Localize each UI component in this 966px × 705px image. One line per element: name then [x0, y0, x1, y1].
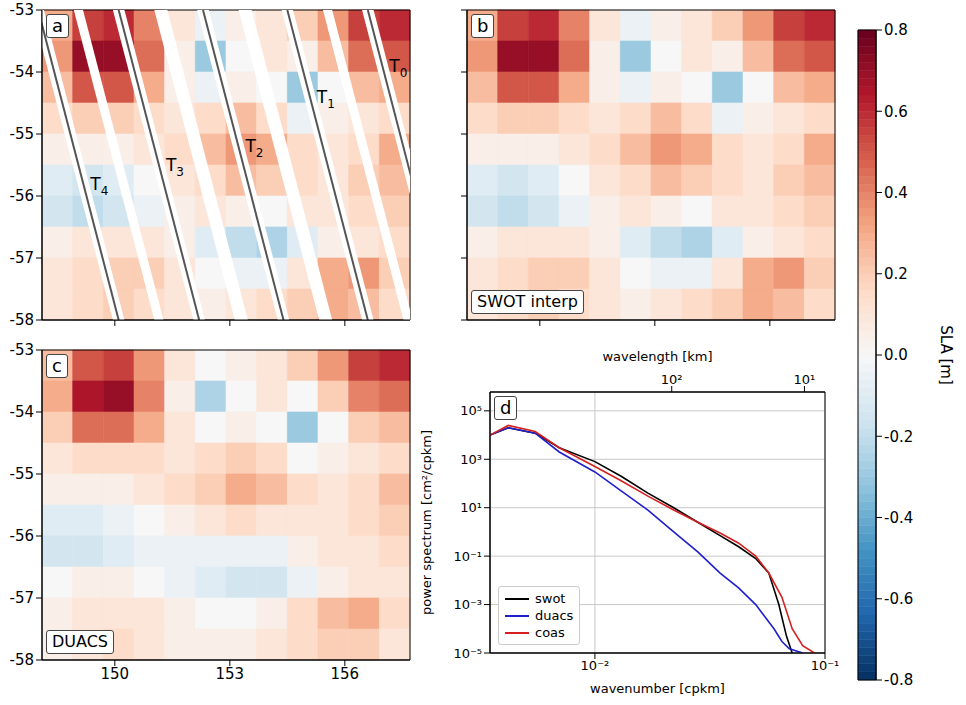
svg-text:-0.2: -0.2: [884, 428, 913, 446]
svg-text:-54: -54: [10, 403, 35, 421]
svg-text:-53: -53: [10, 1, 35, 19]
html-text:swot: swot: [535, 591, 566, 606]
svg-text:-55: -55: [10, 465, 35, 483]
svg-text:153: 153: [216, 665, 245, 683]
svg-text:-58: -58: [10, 311, 35, 329]
svg-text:10¹: 10¹: [460, 500, 482, 515]
svg-text:10⁻⁵: 10⁻⁵: [453, 646, 482, 661]
html-text:b: b: [477, 15, 489, 36]
svg-text:10¹: 10¹: [794, 372, 816, 387]
svg-text:10⁻³: 10⁻³: [453, 597, 482, 612]
svg-text:10⁻²: 10⁻²: [581, 658, 610, 673]
svg-text:-0.8: -0.8: [884, 671, 913, 689]
svg-text:0.2: 0.2: [884, 265, 908, 283]
svg-text:10⁻¹: 10⁻¹: [811, 658, 840, 673]
html-text:duacs: duacs: [535, 608, 574, 623]
svg-text:-56: -56: [10, 187, 35, 205]
svg-text:wavelength [km]: wavelength [km]: [602, 349, 712, 364]
html-text:a: a: [52, 15, 63, 36]
svg-text:0.8: 0.8: [884, 21, 908, 39]
svg-text:T1: T1: [316, 87, 335, 111]
svg-text:-58: -58: [10, 651, 35, 669]
svg-text:T4: T4: [89, 174, 108, 198]
svg-text:SLA [m]: SLA [m]: [937, 325, 955, 385]
svg-text:0.4: 0.4: [884, 184, 908, 202]
svg-text:-57: -57: [10, 589, 35, 607]
html-text:d: d: [500, 397, 512, 418]
svg-text:wavenumber [cpkm]: wavenumber [cpkm]: [590, 681, 725, 696]
svg-text:-0.4: -0.4: [884, 509, 913, 527]
svg-text:-0.6: -0.6: [884, 590, 913, 608]
svg-text:T2: T2: [244, 136, 263, 160]
svg-text:10⁻¹: 10⁻¹: [453, 549, 482, 564]
svg-text:10³: 10³: [460, 452, 482, 467]
html-text:DUACS: DUACS: [52, 632, 108, 651]
svg-text:0.0: 0.0: [884, 346, 908, 364]
html-text:SWOT interp: SWOT interp: [477, 292, 578, 311]
svg-text:10²: 10²: [661, 372, 683, 387]
svg-text:10⁵: 10⁵: [460, 403, 482, 418]
svg-text:T0: T0: [388, 56, 407, 80]
svg-text:power spectrum [cm²/cpkm]: power spectrum [cm²/cpkm]: [420, 430, 434, 615]
svg-text:-55: -55: [10, 125, 35, 143]
html-text:coas: coas: [535, 625, 565, 640]
svg-text:-57: -57: [10, 249, 35, 267]
svg-text:-54: -54: [10, 63, 35, 81]
svg-text:-56: -56: [10, 527, 35, 545]
svg-text:-53: -53: [10, 341, 35, 359]
svg-text:150: 150: [101, 665, 130, 683]
svg-text:156: 156: [331, 665, 360, 683]
svg-text:0.6: 0.6: [884, 103, 908, 121]
html-text:c: c: [52, 355, 62, 376]
svg-text:T3: T3: [165, 155, 184, 179]
